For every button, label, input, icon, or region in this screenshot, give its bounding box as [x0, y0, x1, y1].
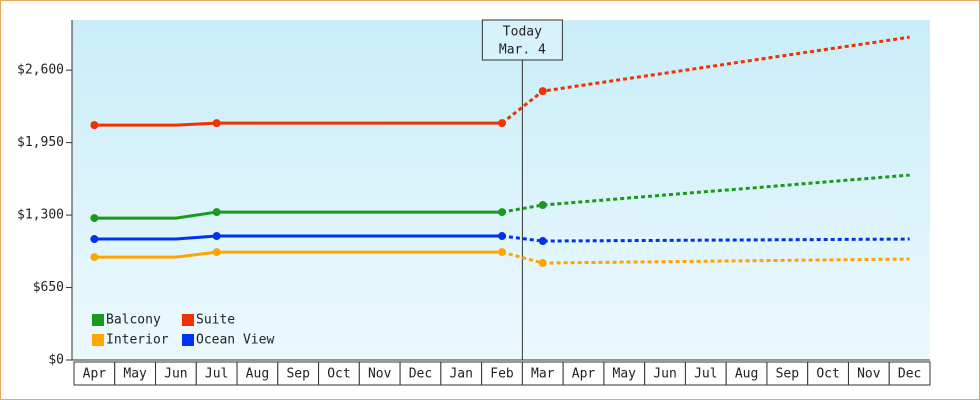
legend-label: Suite — [196, 313, 235, 328]
point — [90, 214, 99, 223]
x-tick-label: Apr — [572, 367, 596, 382]
x-cell — [888, 361, 931, 386]
point — [212, 119, 221, 128]
point — [212, 208, 221, 217]
x-tick-label: Sep — [776, 367, 800, 382]
y-tick-label: $1,950 — [17, 135, 64, 150]
point — [538, 87, 547, 96]
point — [498, 208, 506, 217]
y-tick-label: $650 — [33, 280, 64, 295]
y-tick-label: $2,600 — [17, 63, 64, 78]
x-tick-label: Oct — [816, 367, 839, 382]
x-tick-label: Dec — [409, 367, 432, 382]
x-tick-label: Sep — [286, 367, 310, 382]
point — [498, 248, 506, 257]
x-tick-label: Apr — [83, 367, 107, 382]
legend-label: Ocean View — [196, 333, 274, 348]
x-tick-label: Aug — [246, 367, 269, 382]
point — [498, 119, 506, 128]
y-tick-label: $1,300 — [17, 208, 64, 223]
point — [212, 232, 221, 241]
x-tick-label: Feb — [490, 367, 514, 382]
x-tick-label: Jun — [653, 367, 676, 382]
point — [212, 248, 221, 257]
series-line — [94, 210, 502, 220]
forecast-line — [501, 234, 910, 243]
forecast-line — [501, 173, 910, 214]
legend-label: Interior — [106, 333, 169, 348]
legend-swatch — [92, 314, 104, 326]
x-tick-label: Dec — [898, 367, 921, 382]
point — [498, 232, 506, 241]
x-tick-label: Jul — [694, 367, 717, 382]
today-box — [481, 19, 563, 61]
legend-swatch — [182, 334, 194, 346]
forecast-line — [501, 35, 910, 125]
point — [90, 235, 99, 244]
series-line — [94, 250, 502, 259]
y-tick-label: $0 — [48, 353, 64, 368]
forecast-line — [501, 250, 910, 265]
x-tick-label: May — [613, 367, 637, 382]
today-date: Mar. 4 — [499, 43, 546, 58]
series-line — [94, 121, 502, 127]
legend-swatch — [182, 314, 194, 326]
x-tick-label: Aug — [735, 367, 758, 382]
x-tick-label: Oct — [327, 367, 350, 382]
x-tick-label: Jul — [205, 367, 228, 382]
legend-label: Balcony — [106, 313, 161, 328]
x-tick-label: May — [123, 367, 147, 382]
x-tick-label: Jun — [164, 367, 187, 382]
x-tick-label: Mar — [531, 367, 555, 382]
legend-swatch — [92, 334, 104, 346]
x-tick-label: Nov — [368, 367, 392, 382]
point — [538, 237, 547, 246]
series-line — [94, 234, 502, 241]
today-label: Today — [503, 25, 542, 40]
x-tick-label: Jan — [449, 367, 472, 382]
point — [538, 201, 547, 210]
point — [90, 253, 99, 262]
point — [90, 121, 99, 130]
point — [538, 259, 547, 268]
x-tick-label: Nov — [857, 367, 881, 382]
plot-area — [72, 20, 930, 360]
